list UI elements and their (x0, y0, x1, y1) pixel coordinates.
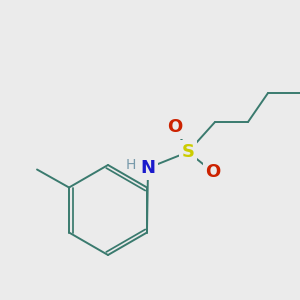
Text: O: O (167, 118, 183, 136)
Text: N: N (140, 159, 155, 177)
Text: H: H (126, 158, 136, 172)
Text: O: O (206, 163, 220, 181)
Text: S: S (182, 143, 194, 161)
